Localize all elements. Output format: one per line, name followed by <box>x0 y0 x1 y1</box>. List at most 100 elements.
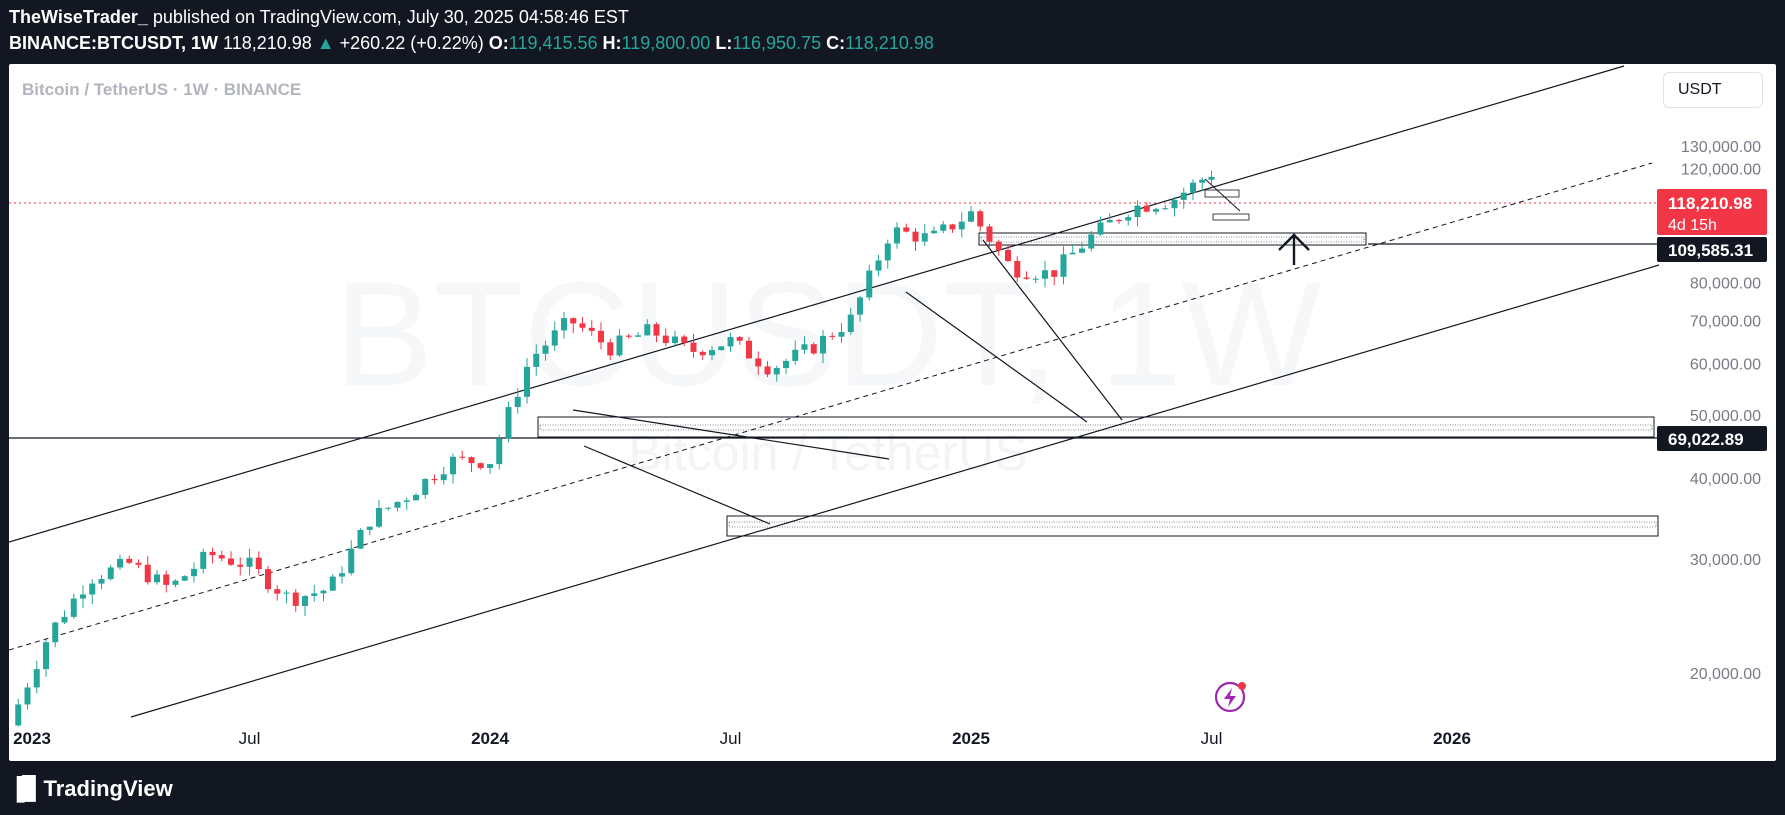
flag-upper-line[interactable] <box>572 409 890 460</box>
candle-up <box>727 337 734 347</box>
candle-up <box>246 557 253 567</box>
support-zone-low[interactable] <box>726 515 1659 537</box>
last-price-label: 118,210.98 <box>1668 194 1752 213</box>
wedge-lower-line[interactable] <box>905 291 1088 423</box>
price-tick-label: 60,000.00 <box>1690 357 1761 374</box>
candle-up <box>1069 252 1076 255</box>
candle-up <box>403 500 410 502</box>
candle-down <box>995 241 1002 250</box>
candle-down <box>949 224 956 230</box>
candle-up <box>505 407 512 439</box>
candle-down <box>274 589 281 594</box>
price-tick-label: 20,000.00 <box>1690 666 1761 683</box>
candle-up <box>847 314 854 333</box>
candle-down <box>903 227 910 232</box>
candle-down <box>681 336 688 343</box>
high-value: 119,800.00 <box>621 33 711 53</box>
candle-down <box>1116 220 1122 222</box>
candle-down <box>431 478 438 481</box>
time-tick-label: 2023 <box>13 729 51 748</box>
publication-header: TheWiseTrader_ published on TradingView.… <box>9 7 629 28</box>
up-arrow-icon[interactable] <box>1278 233 1310 265</box>
candle-down <box>468 457 475 464</box>
channel-lower-line[interactable] <box>130 264 1659 718</box>
candle-up <box>1088 234 1095 249</box>
candle-up <box>89 583 96 595</box>
candle-up <box>385 507 392 509</box>
candle-up <box>857 297 863 315</box>
price-tick-label: 80,000.00 <box>1690 276 1761 293</box>
candle-down <box>144 564 151 583</box>
symbol-label: BINANCE:BTCUSDT, 1W <box>9 33 218 53</box>
candle-up <box>792 349 799 361</box>
candle-up <box>709 350 715 356</box>
candle-up <box>921 233 928 242</box>
low-label: L: <box>715 33 733 53</box>
candle-up <box>718 346 725 351</box>
time-tick-label: Jul <box>239 729 261 748</box>
candle-up <box>551 330 558 346</box>
candle-up <box>838 332 845 337</box>
candle-up <box>820 335 826 354</box>
flag-lower-line[interactable] <box>583 445 771 525</box>
top-annotation-line <box>1204 178 1241 212</box>
candle-up <box>191 568 197 577</box>
support-zone-mid[interactable] <box>537 416 1655 438</box>
candle-up <box>52 622 59 643</box>
time-tick-label: 2024 <box>471 729 509 748</box>
candle-up <box>1171 199 1178 209</box>
candle-up <box>644 324 651 336</box>
level-label-bg-1 <box>1657 237 1767 262</box>
candle-down <box>1051 270 1058 277</box>
price-tick-label: 50,000.00 <box>1690 408 1761 425</box>
author-name[interactable]: TheWiseTrader_ <box>9 7 148 27</box>
price-change: +260.22 (+0.22%) <box>339 33 484 53</box>
candle-up <box>302 596 308 606</box>
candle-up <box>80 594 86 599</box>
candle-up <box>1060 254 1067 277</box>
top-annotation-box-2[interactable] <box>1212 213 1250 221</box>
channel-mid-line[interactable] <box>9 162 1653 651</box>
candle-up <box>542 345 549 354</box>
tradingview-logo[interactable]: ▐▊ TradingView <box>9 776 173 802</box>
close-label: C: <box>826 33 846 53</box>
chart-panel[interactable] <box>9 64 1776 761</box>
time-tick-label: 2025 <box>952 729 990 748</box>
time-axis[interactable]: 2023 Jul 2024 Jul 2025 Jul 2026 <box>13 729 1471 748</box>
candle-up <box>783 360 789 369</box>
candle-up <box>450 456 456 475</box>
lightning-badge-icon[interactable] <box>1214 681 1246 713</box>
candle-up <box>1199 179 1206 183</box>
ohlc-header: BINANCE:BTCUSDT, 1W 118,210.98 ▲ +260.22… <box>9 33 934 54</box>
currency-button[interactable]: USDT <box>1663 72 1763 108</box>
price-tick-label: 70,000.00 <box>1690 313 1761 330</box>
level-label-1: 109,585.31 <box>1668 241 1753 260</box>
candle-up <box>616 335 623 356</box>
candle-up <box>884 243 891 261</box>
resistance-zone-top[interactable] <box>978 232 1367 246</box>
open-label: O: <box>488 33 509 53</box>
candle-down <box>477 463 484 468</box>
zone-low-inner <box>728 521 1657 528</box>
open-value: 119,415.56 <box>508 33 598 53</box>
wedge-upper-line[interactable] <box>982 239 1123 421</box>
candle-up <box>339 573 345 577</box>
candle-up <box>329 576 336 591</box>
last-price-label-bg <box>1657 189 1767 235</box>
candle-up <box>894 227 900 244</box>
channel-upper-line[interactable] <box>9 65 1625 543</box>
candle-up <box>117 558 123 568</box>
candle-up <box>1153 209 1159 212</box>
candle-down <box>228 558 234 565</box>
candle-up <box>1162 208 1169 210</box>
top-annotation-box-1[interactable] <box>1204 189 1240 198</box>
candle-up <box>366 526 373 530</box>
candle-up <box>875 260 882 271</box>
level-label-bg-2 <box>1657 426 1767 451</box>
candle-down <box>607 342 614 356</box>
tradingview-logo-icon: ▐▊ <box>9 776 39 801</box>
candle-up <box>931 230 937 234</box>
candle-down <box>255 557 262 570</box>
candle-up <box>154 574 160 583</box>
